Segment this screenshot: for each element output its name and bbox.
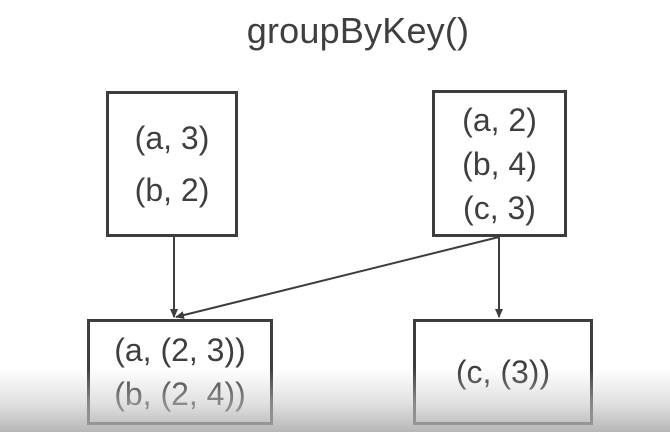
grouped-label: (b, (2, 4)) [114,376,246,412]
output-partition-1: (a, (2, 3)) (b, (2, 4)) [87,319,273,425]
input-partition-2: (a, 2) (b, 4) (c, 3) [432,90,567,237]
grouped-label: (c, (3)) [455,354,551,390]
pair-label: (a, 3) [134,120,210,156]
pair-label: (c, 3) [463,189,536,226]
pair-label: (b, 2) [134,172,210,208]
output-partition-2: (c, (3)) [413,319,593,425]
diagram-title: groupByKey() [246,10,470,51]
arrow-right-top-to-left-bottom [175,236,500,319]
pair-label: (a, 2) [462,101,537,138]
pair-label: (b, 4) [462,145,537,182]
grouped-label: (a, (2, 3)) [114,332,246,368]
input-partition-1: (a, 3) (b, 2) [106,91,238,237]
